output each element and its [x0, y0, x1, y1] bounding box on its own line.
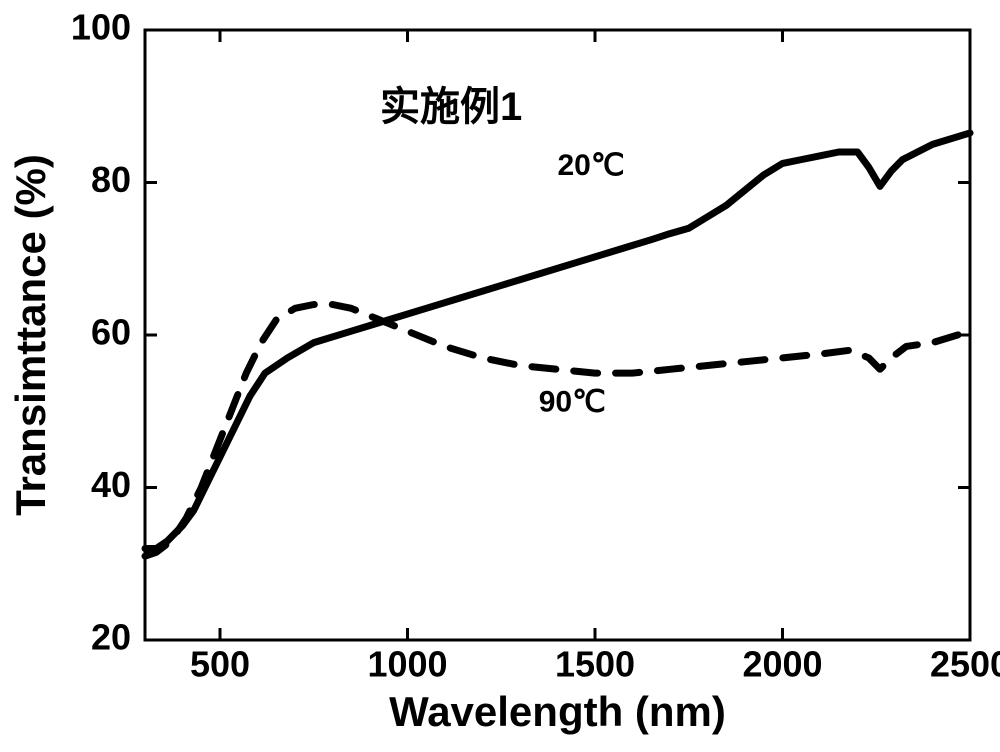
y-tick-label: 80	[91, 159, 131, 200]
chart-title: 实施例1	[380, 85, 522, 129]
x-tick-label: 2500	[930, 643, 1000, 684]
y-tick-label: 60	[91, 312, 131, 353]
x-axis-title: Wavelength (nm)	[389, 688, 726, 735]
x-tick-label: 2000	[742, 643, 822, 684]
y-axis-title: Transimttance (%)	[7, 154, 54, 516]
series-label-0: 20℃	[558, 149, 625, 182]
y-tick-label: 100	[71, 7, 131, 48]
x-tick-label: 1500	[555, 643, 635, 684]
x-tick-label: 500	[190, 643, 250, 684]
transmittance-chart: 20 40 60 80 100 500 1000 1500 2000 2500 20℃ 90℃ Wave…	[0, 0, 1000, 752]
y-tick-label: 20	[91, 617, 131, 658]
y-tick-label: 40	[91, 464, 131, 505]
series-label-1: 90℃	[539, 386, 606, 419]
x-tick-label: 1000	[367, 643, 447, 684]
chart-container: 20 40 60 80 100 500 1000 1500 2000 2500 20℃ 90℃ Wave…	[0, 0, 1000, 752]
